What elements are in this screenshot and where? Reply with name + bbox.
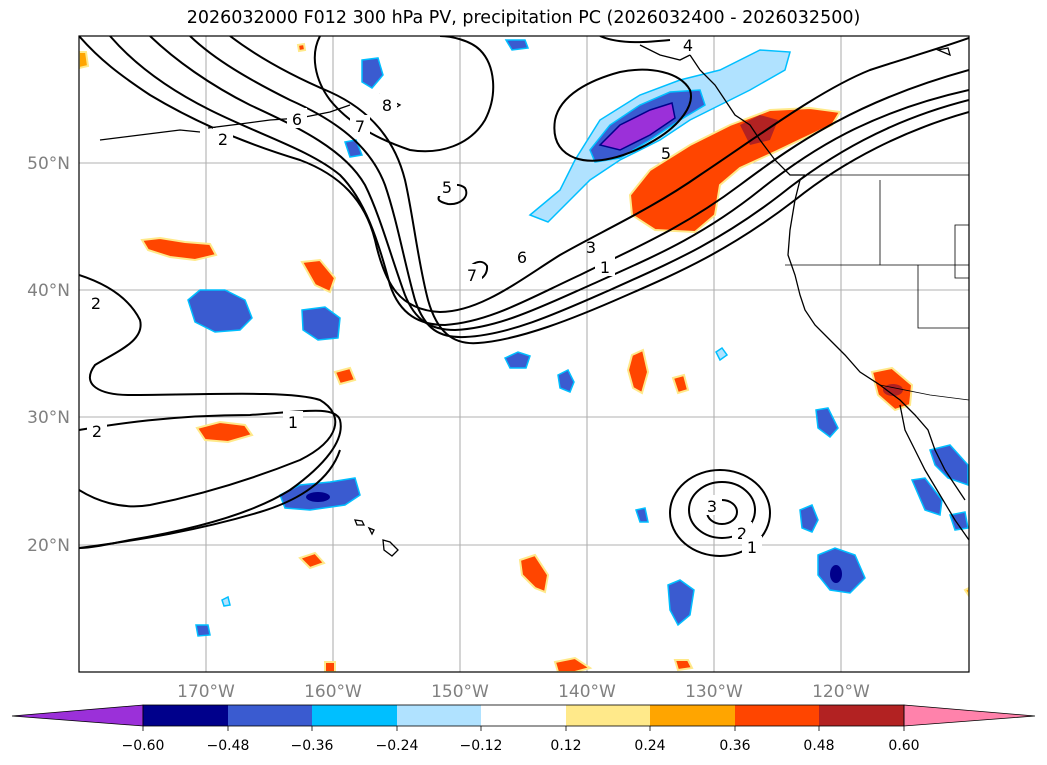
contour-label: 2 [218,130,228,149]
lat-label: 50°N [27,154,70,174]
contour-label: 5 [661,144,671,163]
colorbar-tick-label: 0.36 [719,738,750,754]
contour-label: 1 [600,258,610,277]
colorbar-segment [819,705,904,726]
positive-precip-areas [79,42,969,672]
lon-label: 170°W [177,682,235,702]
colorbar-tick-label: 0.12 [550,738,581,754]
contour-label: 5 [442,178,452,197]
colorbar-extend-left [11,704,144,727]
map-area: 2 6 7 8 4 5 5 7 6 3 1 2 2 1 [79,36,969,672]
contour-label: 4 [683,36,693,55]
pv-contours [79,36,969,557]
coastlines [99,44,969,557]
contour-label: 6 [292,110,302,129]
lon-label: 140°W [558,682,616,702]
colorbar-segment [312,705,397,726]
lat-labels: 50°N 40°N 30°N 20°N [27,154,70,556]
lon-label: 130°W [685,682,743,702]
lat-label: 30°N [27,408,70,428]
contour-label: 7 [355,117,365,136]
colorbar-tick-label: 0.24 [634,738,665,754]
contour-label: 1 [747,538,757,557]
colorbar-segment [397,705,481,726]
lat-label: 20°N [27,536,70,556]
contour-label: 3 [707,497,717,516]
colorbar-tick-label: −0.12 [460,738,503,754]
contour-label: 8 [382,96,392,115]
colorbar-extend-right [903,704,1036,727]
colorbar-tick-label: 0.48 [803,738,834,754]
contour-label: 7 [467,266,477,285]
lon-label: 150°W [431,682,489,702]
contour-labels: 2 6 7 8 4 5 5 7 6 3 1 2 2 1 [86,36,762,557]
colorbar-segment [566,705,650,726]
contour-label: 2 [92,422,102,441]
map-frame [78,35,970,673]
contour-label: 2 [737,524,747,543]
contour-label: 2 [91,294,101,313]
lon-label: 120°W [812,682,870,702]
colorbar-tick-label: −0.24 [376,738,419,754]
colorbar-segment [650,705,735,726]
colorbar-segment [735,705,819,726]
colorbar-tick-label: −0.48 [207,738,250,754]
colorbar: −0.60 −0.48 −0.36 −0.24 −0.12 0.12 0.24 … [11,704,1036,754]
lat-label: 40°N [27,281,70,301]
colorbar-tick-label: −0.60 [122,738,165,754]
colorbar-segment [143,705,228,726]
lon-labels: 170°W 160°W 150°W 140°W 130°W 120°W [177,682,870,702]
plot-title: 2026032000 F012 300 hPa PV, precipitatio… [186,8,861,28]
colorbar-tick-label: 0.60 [888,738,919,754]
lon-label: 160°W [304,682,362,702]
colorbar-segment [228,705,312,726]
colorbar-tick-label: −0.36 [291,738,334,754]
colorbar-segment [481,705,566,726]
contour-label: 6 [517,248,527,267]
contour-label: 1 [288,413,298,432]
contour-label: 3 [586,238,596,257]
political-borders [785,174,969,401]
